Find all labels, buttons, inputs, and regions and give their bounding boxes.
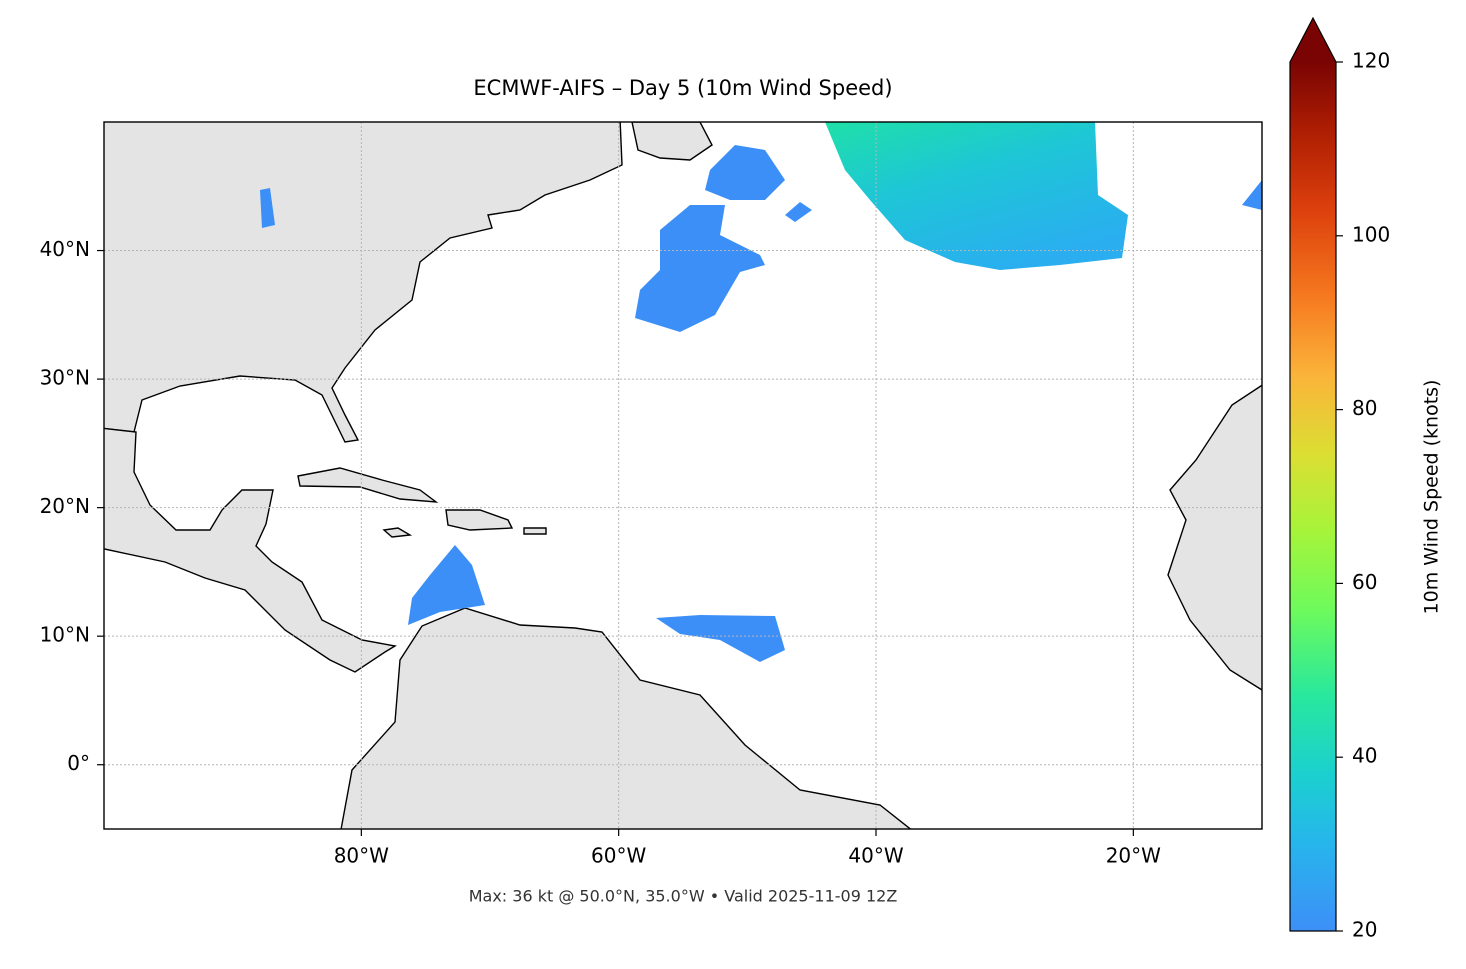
land (104, 122, 1262, 829)
colorbar-label: 10m Wind Speed (knots) (1421, 380, 1443, 615)
y-tick-label: 40°N (40, 237, 90, 261)
colorbar-extend (1290, 18, 1336, 62)
mexico-central-america (104, 427, 397, 673)
y-tick-label: 30°N (40, 366, 90, 390)
map-area (104, 122, 1262, 829)
colorbar-tick-label: 100 (1352, 222, 1390, 246)
y-tick-label: 10°N (40, 623, 90, 647)
x-tick-label: 40°W (848, 844, 903, 868)
wind-patch (260, 188, 275, 228)
cuba (297, 467, 439, 503)
footer-note: Max: 36 kt @ 50.0°N, 35.0°W • Valid 2025… (469, 887, 898, 906)
colorbar-tick-label: 20 (1352, 918, 1377, 942)
x-tick-label: 20°W (1106, 844, 1161, 868)
south-america (340, 607, 912, 829)
wind-field (260, 122, 1262, 662)
jamaica (382, 527, 413, 538)
newfoundland (631, 122, 713, 161)
colorbar-tick-label: 80 (1352, 396, 1377, 420)
colorbar (1290, 62, 1336, 931)
colorbar-tick-label: 40 (1352, 744, 1377, 768)
wind-patch (656, 615, 785, 662)
wind-patch (705, 145, 785, 200)
hispaniola (445, 509, 514, 531)
colorbar-tick-label: 60 (1352, 570, 1377, 594)
y-tick-label: 20°N (40, 494, 90, 518)
grid (104, 122, 1262, 829)
wind-patch (1242, 180, 1262, 210)
wind-patch (408, 545, 485, 625)
colorbar-tick-label: 120 (1352, 49, 1390, 73)
wind-patch (635, 205, 765, 332)
map-frame (103, 121, 1263, 830)
map-title: ECMWF-AIFS – Day 5 (10m Wind Speed) (473, 76, 892, 100)
africa (1167, 384, 1262, 691)
north-america (104, 122, 623, 443)
wind-patch (825, 122, 1128, 270)
x-tick-label: 80°W (334, 844, 389, 868)
wind-patch (785, 202, 812, 222)
x-tick-label: 60°W (591, 844, 646, 868)
puerto-rico (523, 527, 547, 535)
colorbar-ticks: 20 40 60 80 100 120 (1336, 49, 1390, 942)
colorbar-frame (1289, 16, 1337, 932)
axes: 80°W 60°W 40°W 20°W 0° 10°N 20°N 30°N 40°N (40, 237, 1162, 867)
y-tick-label: 0° (67, 751, 90, 775)
